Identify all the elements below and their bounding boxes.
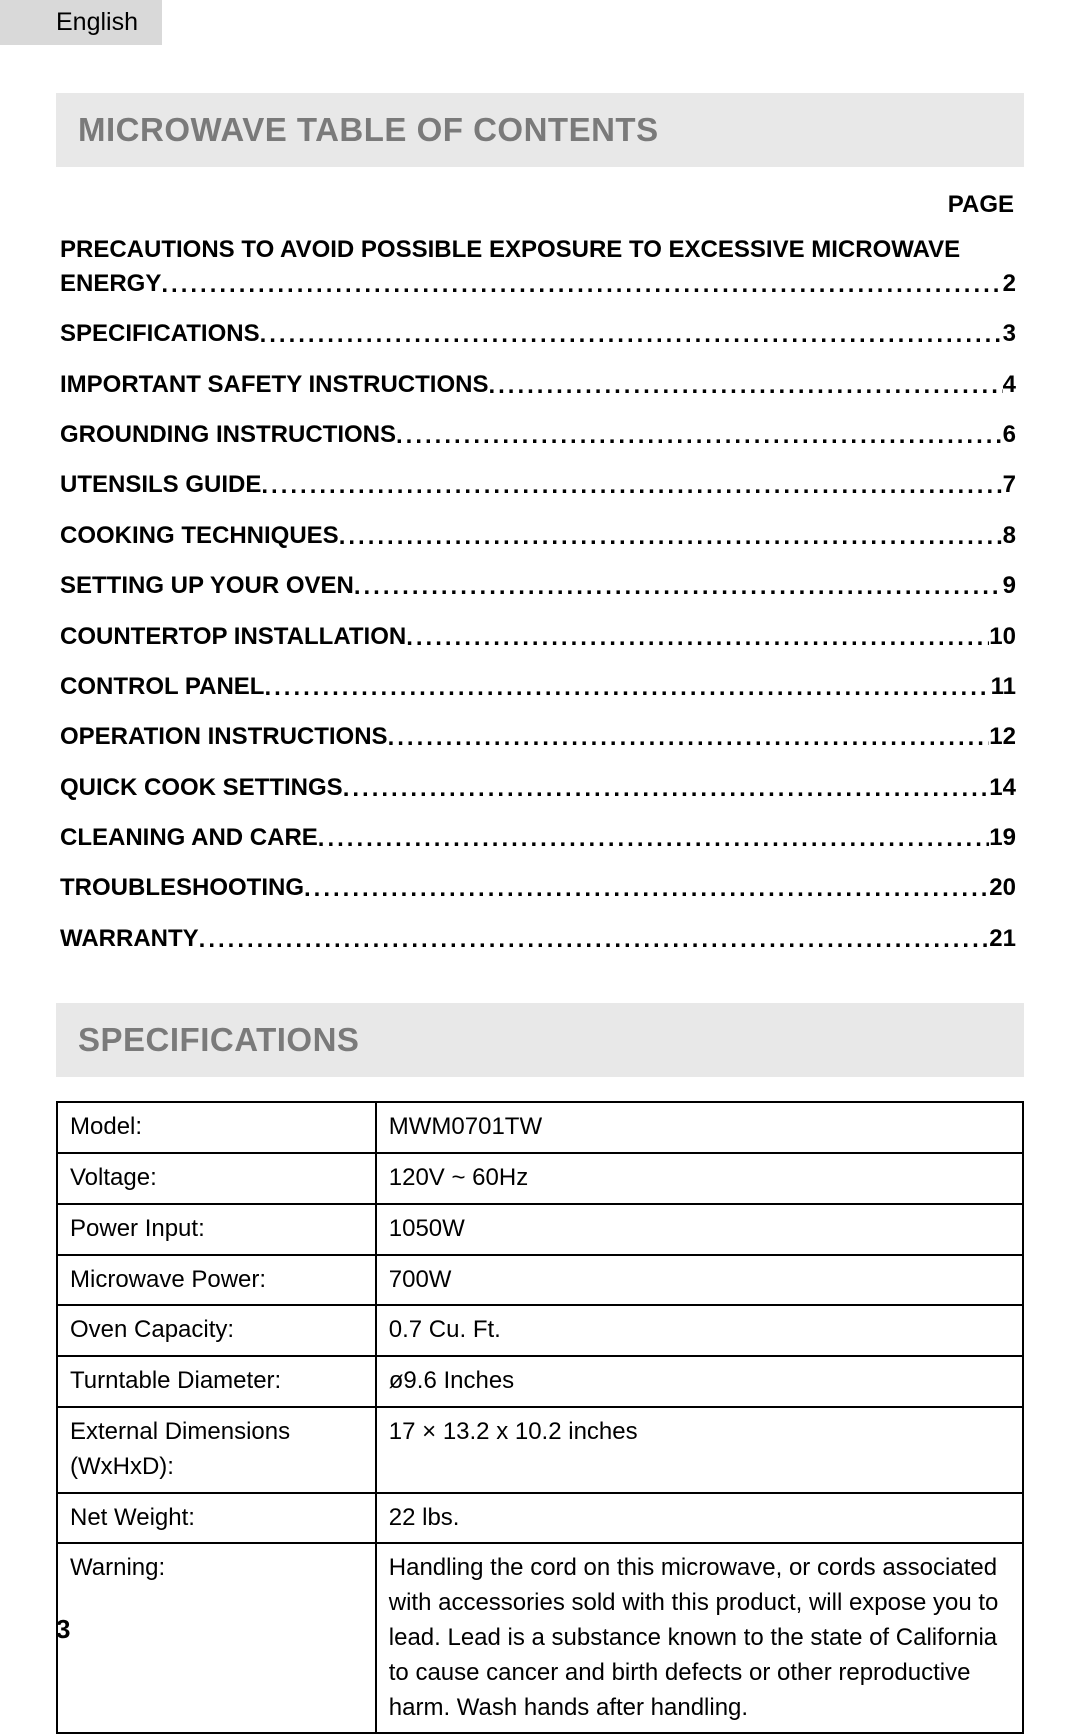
toc-entry: OPERATION INSTRUCTIONS 12	[60, 721, 1016, 753]
page-column-label: PAGE	[56, 191, 1014, 219]
toc-leader	[396, 420, 1003, 452]
spec-label: Net Weight:	[57, 1493, 376, 1544]
specs-header: SPECIFICATIONS	[56, 1003, 1024, 1077]
spec-label: External Dimensions (WxHxD):	[57, 1407, 376, 1493]
toc-title: SPECIFICATIONS	[60, 318, 260, 350]
toc-leader	[343, 773, 990, 805]
toc-title: QUICK COOK SETTINGS	[60, 772, 343, 804]
table-row: Warning:Handling the cord on this microw…	[57, 1543, 1023, 1733]
toc-page-number: 8	[1003, 520, 1016, 552]
toc-leader	[354, 571, 1003, 603]
spec-label: Oven Capacity:	[57, 1305, 376, 1356]
table-row: Turntable Diameter:ø9.6 Inches	[57, 1356, 1023, 1407]
spec-value: 700W	[376, 1255, 1023, 1306]
spec-value: Handling the cord on this microwave, or …	[376, 1543, 1023, 1733]
spec-value: 0.7 Cu. Ft.	[376, 1305, 1023, 1356]
spec-value: ø9.6 Inches	[376, 1356, 1023, 1407]
language-tab: English	[0, 0, 162, 45]
toc-page-number: 20	[989, 872, 1016, 904]
spec-label: Voltage:	[57, 1153, 376, 1204]
toc-page-number: 19	[989, 822, 1016, 854]
toc-title: TROUBLESHOOTING	[60, 872, 304, 904]
toc-title: COOKING TECHNIQUES	[60, 520, 339, 552]
toc-page-number: 7	[1003, 469, 1016, 501]
toc-entry: COOKING TECHNIQUES 8	[60, 520, 1016, 552]
spec-value: MWM0701TW	[376, 1102, 1023, 1153]
toc-entry: SETTING UP YOUR OVEN 9	[60, 570, 1016, 602]
toc-leader	[304, 873, 989, 905]
toc-entry: GROUNDING INSTRUCTIONS 6	[60, 419, 1016, 451]
spec-label: Turntable Diameter:	[57, 1356, 376, 1407]
table-row: Net Weight:22 lbs.	[57, 1493, 1023, 1544]
toc-title: SETTING UP YOUR OVEN	[60, 570, 354, 602]
toc-header: MICROWAVE TABLE OF CONTENTS	[56, 93, 1024, 167]
spec-value: 120V ~ 60Hz	[376, 1153, 1023, 1204]
toc-entry: COUNTERTOP INSTALLATION 10	[60, 621, 1016, 653]
toc-page-number: 10	[989, 621, 1016, 653]
table-row: Voltage:120V ~ 60Hz	[57, 1153, 1023, 1204]
toc-leader	[318, 823, 990, 855]
toc-entry: IMPORTANT SAFETY INSTRUCTIONS 4	[60, 369, 1016, 401]
toc-entry: PRECAUTIONS TO AVOID POSSIBLE EXPOSURE T…	[60, 233, 1016, 300]
toc-title: PRECAUTIONS TO AVOID POSSIBLE EXPOSURE T…	[60, 233, 1016, 267]
toc-entry: SPECIFICATIONS 3	[60, 318, 1016, 350]
toc-entry: CLEANING AND CARE 19	[60, 822, 1016, 854]
toc-entry: UTENSILS GUIDE 7	[60, 469, 1016, 501]
table-row: Power Input:1050W	[57, 1204, 1023, 1255]
toc-leader	[488, 370, 1002, 402]
toc-title: COUNTERTOP INSTALLATION	[60, 621, 406, 653]
toc-title: ENERGY	[60, 267, 161, 301]
spec-value: 1050W	[376, 1204, 1023, 1255]
table-row: Microwave Power:700W	[57, 1255, 1023, 1306]
toc-page-number: 14	[989, 772, 1016, 804]
spec-label: Warning:	[57, 1543, 376, 1733]
toc-page-number: 3	[1003, 318, 1016, 350]
spec-value: 17 × 13.2 x 10.2 inches	[376, 1407, 1023, 1493]
specifications-table: Model:MWM0701TWVoltage:120V ~ 60HzPower …	[56, 1101, 1024, 1734]
toc-entry: CONTROL PANEL 11	[60, 671, 1016, 703]
spec-label: Model:	[57, 1102, 376, 1153]
spec-label: Power Input:	[57, 1204, 376, 1255]
toc-leader	[388, 722, 990, 754]
toc-title: UTENSILS GUIDE	[60, 469, 261, 501]
table-row: Model:MWM0701TW	[57, 1102, 1023, 1153]
toc-title: IMPORTANT SAFETY INSTRUCTIONS	[60, 369, 488, 401]
toc-title: OPERATION INSTRUCTIONS	[60, 721, 388, 753]
page-number: 3	[56, 1614, 70, 1645]
table-row: Oven Capacity:0.7 Cu. Ft.	[57, 1305, 1023, 1356]
toc-leader	[261, 470, 1002, 502]
toc-leader	[260, 319, 1003, 351]
toc-title: CONTROL PANEL	[60, 671, 264, 703]
toc-page-number: 12	[989, 721, 1016, 753]
toc-leader	[339, 521, 1003, 553]
toc-entry: TROUBLESHOOTING 20	[60, 872, 1016, 904]
spec-label: Microwave Power:	[57, 1255, 376, 1306]
toc-leader	[264, 672, 990, 704]
table-of-contents: PRECAUTIONS TO AVOID POSSIBLE EXPOSURE T…	[56, 233, 1024, 955]
toc-page-number: 11	[991, 671, 1016, 703]
table-row: External Dimensions (WxHxD):17 × 13.2 x …	[57, 1407, 1023, 1493]
toc-title: GROUNDING INSTRUCTIONS	[60, 419, 396, 451]
toc-page-number: 9	[1003, 570, 1016, 602]
toc-page-number: 21	[989, 923, 1016, 955]
toc-entry: QUICK COOK SETTINGS 14	[60, 772, 1016, 804]
toc-title: WARRANTY	[60, 923, 199, 955]
spec-value: 22 lbs.	[376, 1493, 1023, 1544]
toc-leader	[406, 622, 989, 654]
toc-page-number: 4	[1003, 369, 1016, 401]
toc-entry: WARRANTY 21	[60, 923, 1016, 955]
toc-page-number: 2	[1003, 267, 1016, 301]
toc-title: CLEANING AND CARE	[60, 822, 318, 854]
toc-leader	[199, 924, 990, 956]
toc-leader	[161, 268, 1002, 302]
toc-page-number: 6	[1003, 419, 1016, 451]
